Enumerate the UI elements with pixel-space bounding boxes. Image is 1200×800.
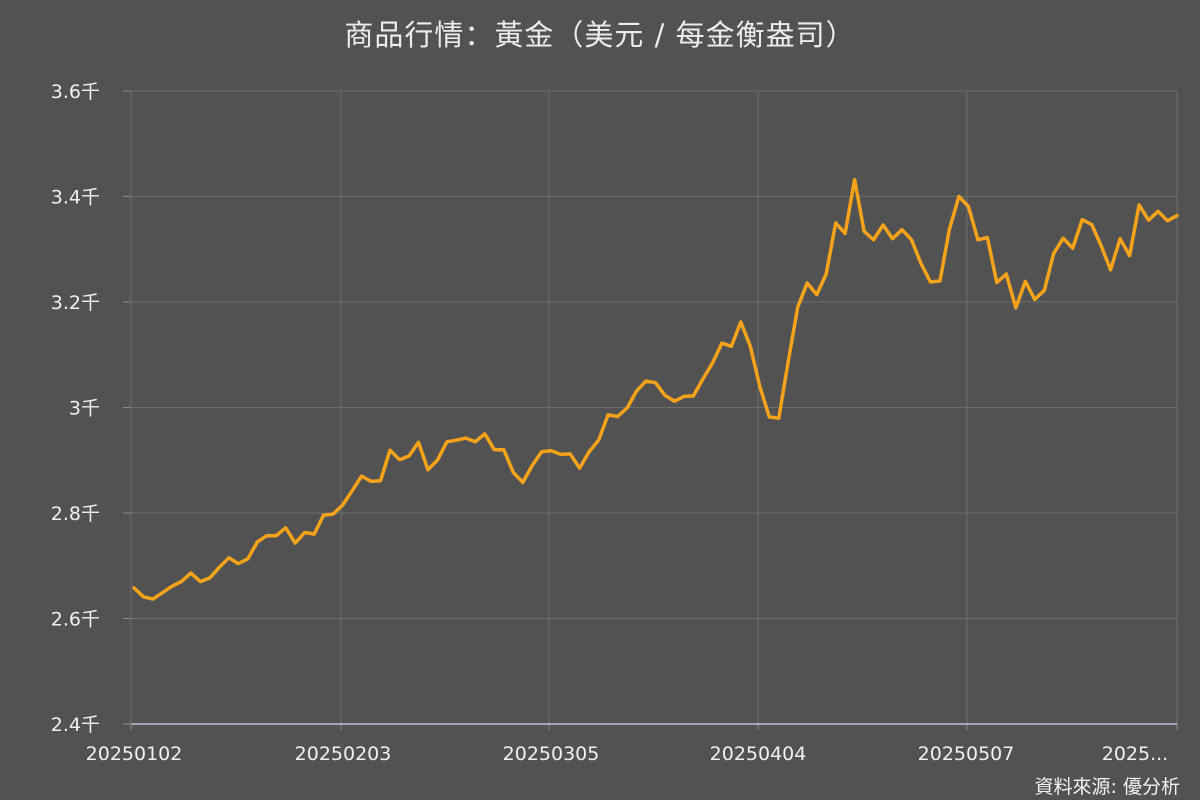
y-tick-label: 3.4千 [51, 187, 100, 209]
y-tick-label: 3.6千 [51, 81, 100, 103]
x-tick-label: 20250203 [295, 743, 392, 765]
x-tick-label: 20250404 [710, 743, 807, 765]
x-tick-label: 20250507 [918, 743, 1015, 765]
chart-title: 商品行情：黃金（美元 / 每金衡盎司） [344, 18, 856, 52]
grid [130, 90, 1178, 724]
y-tick-label: 3千 [69, 398, 100, 420]
series-line-gold-price [132, 177, 1179, 601]
source-credit: 資料來源: 優分析 [1034, 776, 1180, 798]
x-axis-tick-labels: 20250102 20250203 20250305 20250404 20250507… [86, 743, 1169, 765]
axes [123, 90, 1178, 730]
x-tick-label: 2025... [1102, 743, 1168, 765]
y-tick-label: 2.8千 [51, 503, 100, 525]
x-tick-label: 20250305 [503, 743, 600, 765]
y-axis-tick-labels: 2.4千 2.6千 2.8千 3千 3.2千 3.4千 3.6千 [51, 81, 100, 736]
y-tick-label: 2.4千 [51, 714, 100, 736]
series-group [132, 177, 1179, 601]
y-tick-label: 2.6千 [51, 609, 100, 631]
x-tick-label: 20250102 [86, 743, 183, 765]
y-tick-label: 3.2千 [51, 292, 100, 314]
